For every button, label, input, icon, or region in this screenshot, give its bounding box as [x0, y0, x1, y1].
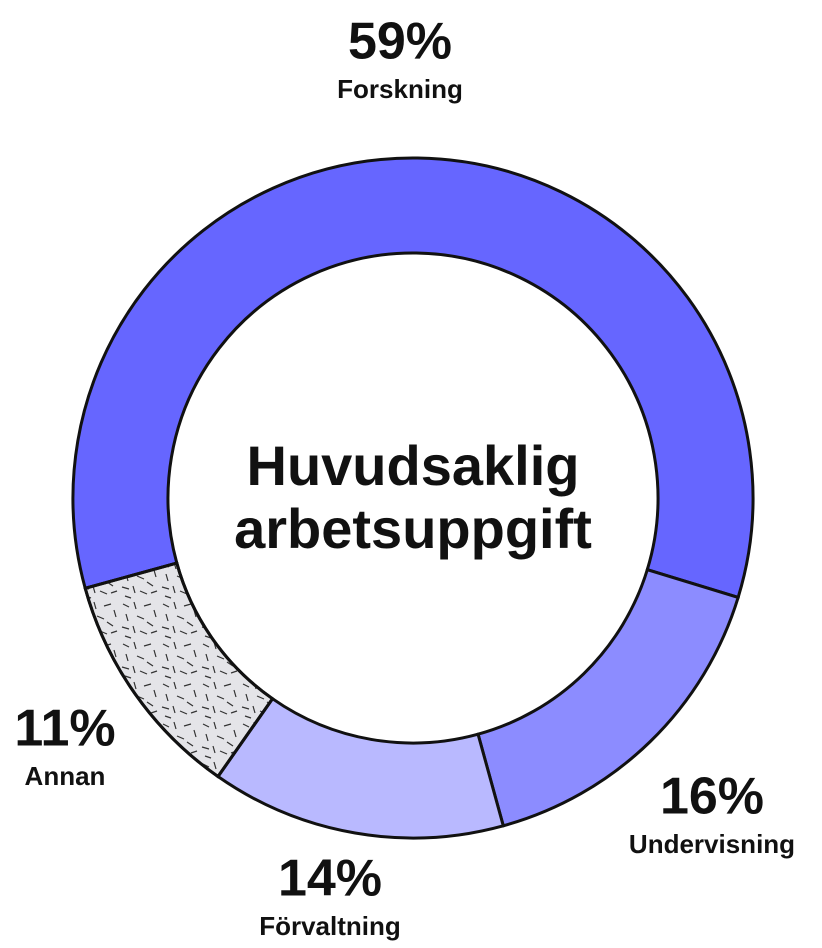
category-label: Undervisning: [629, 829, 795, 859]
value-label: 59%: [348, 13, 452, 71]
value-label: 14%: [278, 850, 382, 908]
category-label: Forskning: [337, 74, 463, 104]
center-title: Huvudsaklig arbetsuppgift: [234, 434, 592, 560]
category-label: Förvaltning: [259, 911, 401, 941]
value-label: 11%: [14, 700, 115, 758]
value-label: 16%: [660, 768, 764, 826]
category-label: Annan: [25, 761, 106, 791]
slice-texture: [83, 561, 275, 779]
donut-slice: [71, 156, 755, 600]
donut-slice: [215, 696, 506, 840]
